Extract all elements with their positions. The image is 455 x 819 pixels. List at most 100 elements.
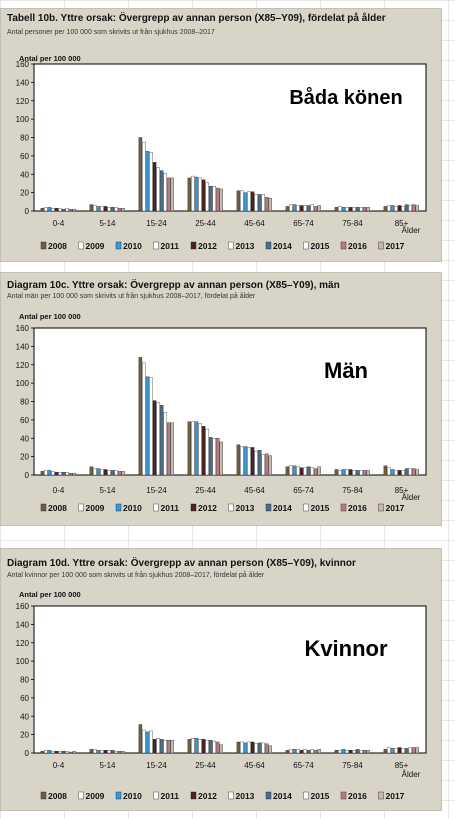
legend-label: 2014 (273, 791, 292, 801)
bar (194, 421, 199, 476)
bar (289, 204, 293, 212)
chart-annotation: Kvinnor (304, 636, 388, 661)
chart-annotation: Män (324, 358, 368, 383)
x-tick-label: 75-84 (342, 486, 363, 495)
y-tick-label: 0 (25, 471, 30, 480)
legend-swatch (153, 503, 159, 512)
bar (159, 405, 164, 476)
bar (40, 208, 45, 212)
bar (212, 740, 216, 754)
bar (261, 454, 265, 476)
bar (110, 207, 115, 212)
legend-swatch (40, 241, 47, 250)
bar (96, 750, 101, 754)
x-axis-suffix: Ålder (402, 226, 421, 235)
y-tick-label: 100 (16, 379, 30, 388)
bar (243, 446, 248, 476)
bar (61, 472, 66, 476)
bar (334, 469, 339, 476)
bar (348, 469, 353, 476)
bar (387, 467, 391, 476)
legend-label: 2008 (48, 503, 67, 513)
legend-swatch (190, 503, 197, 512)
bar (191, 738, 195, 754)
bar-chart-women: Antal per 100 000 0 20 40 60 80 100 120 140 160 0-… (16, 590, 427, 801)
bar (208, 186, 213, 212)
bar (117, 208, 122, 212)
bar (296, 466, 300, 476)
x-tick-label: 5-14 (99, 486, 116, 495)
bar (289, 749, 293, 754)
bar (390, 205, 395, 212)
bar (163, 412, 167, 476)
bar (411, 468, 416, 476)
bar (348, 750, 353, 754)
bar (152, 739, 157, 754)
bar (299, 205, 304, 212)
bar (201, 426, 206, 476)
legend-label: 2013 (236, 241, 255, 251)
bar (194, 176, 199, 212)
x-tick-label: 15-24 (146, 219, 167, 228)
bar (310, 749, 314, 754)
bar (359, 207, 363, 212)
bar (205, 739, 209, 754)
bar (257, 450, 262, 476)
bar (404, 204, 409, 212)
bar (404, 748, 409, 754)
bar (397, 747, 402, 754)
bar (198, 177, 202, 212)
bar (387, 747, 391, 754)
bar (264, 453, 269, 476)
y-tick-label: 140 (16, 620, 30, 629)
bar (107, 207, 111, 212)
legend-label: 2013 (236, 503, 255, 513)
bar-chart-men: Antal per 100 000 0 20 40 60 80 100 120 140 160 0-… (16, 312, 427, 513)
legend-label: 2015 (311, 503, 330, 513)
bar (261, 742, 265, 754)
bar (208, 437, 213, 476)
bar (296, 205, 300, 212)
bar (152, 162, 157, 212)
bar (257, 742, 262, 754)
bar (96, 468, 101, 476)
bar (313, 468, 318, 476)
legend-swatch (228, 503, 234, 512)
bar (334, 207, 339, 212)
bar (296, 749, 300, 754)
legend-label: 2013 (236, 791, 255, 801)
bar (145, 376, 150, 476)
bar (240, 446, 244, 476)
bar (121, 208, 125, 212)
legend-swatch (303, 503, 309, 512)
y-tick-label: 40 (20, 434, 29, 443)
bar (163, 739, 167, 754)
bar (72, 750, 76, 754)
bar (261, 194, 265, 212)
legend-label: 2017 (386, 503, 405, 513)
legend-label: 2016 (348, 503, 367, 513)
bar (208, 739, 213, 754)
bar (205, 428, 209, 476)
y-tick-label: 140 (16, 78, 30, 87)
bar (394, 748, 398, 754)
plot-area (33, 605, 427, 754)
bar (166, 177, 171, 212)
y-tick-label: 80 (20, 676, 29, 685)
bar (338, 470, 342, 476)
bar (306, 205, 311, 212)
legend-swatch (228, 791, 234, 800)
bar (54, 472, 59, 476)
bar (408, 468, 412, 476)
legend-swatch (78, 503, 84, 512)
bar (362, 470, 367, 476)
y-axis-label: Antal per 100 000 (19, 54, 81, 63)
chart-panel-women: Diagram 10d. Yttre orsak: Övergrepp av a… (0, 548, 442, 811)
bar (411, 204, 416, 212)
bar (58, 208, 62, 212)
legend-label: 2010 (123, 791, 142, 801)
bar (310, 467, 314, 476)
legend-label: 2012 (198, 791, 217, 801)
bar (201, 179, 206, 212)
legend-label: 2012 (198, 241, 217, 251)
